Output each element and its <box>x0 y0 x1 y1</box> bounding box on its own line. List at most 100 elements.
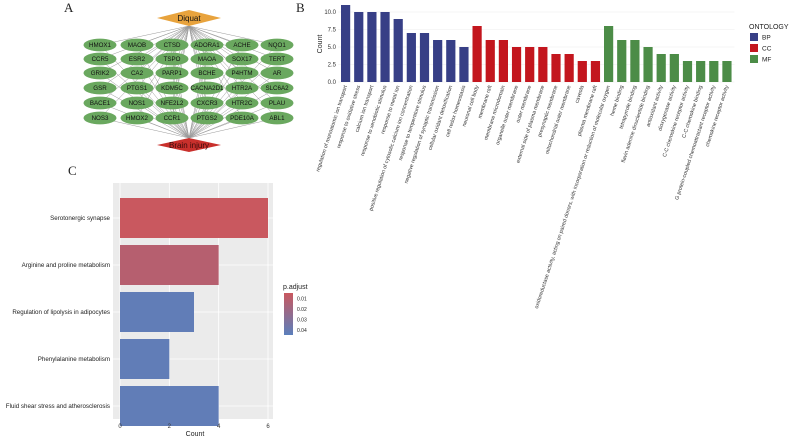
go-bar <box>669 54 679 82</box>
gene-node: GRIK2 <box>83 66 117 80</box>
gene-node-label: GRIK2 <box>91 70 110 77</box>
go-y-tick-label: 5.0 <box>328 45 337 51</box>
gene-node-label: HTR2A <box>232 85 253 92</box>
go-category-label: mitochondrial outer membrane <box>545 85 573 155</box>
gene-node-ellipse <box>155 96 189 110</box>
kegg-legend-label: 0.03 <box>297 317 307 323</box>
go-bar <box>656 54 666 82</box>
gene-node-ellipse <box>260 111 294 125</box>
top-node-diamond <box>157 10 221 26</box>
go-chart-bars <box>341 5 732 82</box>
gene-node: KDM5C <box>155 81 189 95</box>
go-bar <box>433 40 443 82</box>
gene-node-label: MAOB <box>128 42 146 49</box>
bottom-node-label: Brain injury <box>169 141 209 150</box>
gene-node-ellipse <box>190 81 224 95</box>
gene-node-label: PTGS1 <box>127 85 148 92</box>
kegg-chart-bars <box>120 198 268 426</box>
kegg-pathway-label: Phenylalanine metabolism <box>38 356 110 363</box>
gene-node: NOS3 <box>83 111 117 125</box>
go-bar <box>446 40 456 82</box>
gene-node: NOS1 <box>120 96 154 110</box>
kegg-pathway-label: Fluid shear stress and atherosclerosis <box>6 403 110 410</box>
kegg-pathway-label: Regulation of lipolysis in adipocytes <box>12 309 110 316</box>
gene-node-label: PDE10A <box>230 115 255 122</box>
go-bar <box>682 61 693 82</box>
gene-node-ellipse <box>83 81 117 95</box>
gene-node: MAOA <box>190 52 224 66</box>
gene-node-label: PTGS2 <box>197 115 218 122</box>
go-bar <box>577 61 587 82</box>
go-bar <box>354 12 364 82</box>
gene-node-label: HMOX1 <box>89 42 112 49</box>
kegg-chart-x-axis-title: Count <box>186 431 205 438</box>
gene-node-label: PLAU <box>269 100 285 107</box>
gene-node: AR <box>260 66 294 80</box>
go-bar <box>722 61 732 82</box>
gene-node: CCR1 <box>155 111 189 125</box>
go-legend-swatch <box>750 33 758 41</box>
gene-node-label: HMOX2 <box>126 115 149 122</box>
gene-node-label: ABL1 <box>269 115 285 122</box>
gene-node: ADORA1 <box>190 38 224 52</box>
kegg-legend-label: 0.04 <box>297 328 307 334</box>
gene-node: TSPO <box>155 52 189 66</box>
go-bar <box>709 61 719 82</box>
kegg-x-tick-label: 0 <box>118 424 122 430</box>
kegg-legend-title: p.adjust <box>283 284 308 291</box>
gene-node: PARP1 <box>155 66 189 80</box>
gene-node-ellipse <box>260 38 294 52</box>
gene-node: BCHE <box>190 66 224 80</box>
go-y-tick-label: 0.0 <box>328 80 337 86</box>
gene-node-label: SOX17 <box>232 56 253 63</box>
gene-node-ellipse <box>225 66 259 80</box>
gene-node-ellipse <box>190 38 224 52</box>
gene-node: CACNA2D1 <box>190 81 224 95</box>
go-bar <box>551 54 561 82</box>
gene-node-ellipse <box>83 96 117 110</box>
gene-node-label: AR <box>273 70 282 77</box>
panel-letter-b: B <box>296 0 305 15</box>
gene-node: HMOX1 <box>83 38 117 52</box>
kegg-x-tick-label: 2 <box>168 424 172 430</box>
go-category-label: caveola <box>574 85 585 104</box>
kegg-bar <box>120 198 268 238</box>
gene-node: SOX17 <box>225 52 259 66</box>
gene-node-label: ADORA1 <box>194 42 220 49</box>
go-chart-y-axis-title: Count <box>317 35 324 54</box>
edge-from-top <box>99 25 190 46</box>
bottom-node-diamond <box>157 138 221 152</box>
go-bar <box>564 54 574 82</box>
go-bar <box>472 26 482 82</box>
go-y-tick-label: 2.5 <box>328 63 337 69</box>
gene-node-label: CCR5 <box>92 56 109 63</box>
gene-node-ellipse <box>83 66 117 80</box>
edge-to-bottom <box>99 117 190 139</box>
gene-node-ellipse <box>225 96 259 110</box>
gene-node: NQO1 <box>260 38 294 52</box>
gene-node: CA2 <box>120 66 154 80</box>
gene-node-ellipse <box>260 81 294 95</box>
gene-node-ellipse <box>225 81 259 95</box>
kegg-pathway-label: Arginine and proline metabolism <box>22 262 110 269</box>
kegg-x-tick-label: 6 <box>266 424 270 430</box>
gene-node: ACHE <box>225 38 259 52</box>
gene-node-label: ACHE <box>233 42 250 49</box>
gene-node-ellipse <box>155 81 189 95</box>
gene-node: PDE10A <box>225 111 259 125</box>
go-bar <box>696 61 706 82</box>
gene-node-ellipse <box>120 66 154 80</box>
go-bar <box>498 40 508 82</box>
gene-node: TERT <box>260 52 294 66</box>
gene-node-ellipse <box>120 52 154 66</box>
go-bar <box>393 19 403 82</box>
gene-node-label: CTSD <box>164 42 181 49</box>
network-graph: HMOX1 MAOB CTSD ADORA1 ACHE NQO1 CCR5 ESR2 TSPO M… <box>83 10 294 152</box>
go-bar <box>617 40 627 82</box>
go-y-tick-label: 10.0 <box>324 10 336 16</box>
go-legend-label: CC <box>762 46 772 53</box>
kegg-enrichment-bar-chart: Serotonergic synapse Arginine and proline… <box>6 183 308 438</box>
gene-node-label: CXCR3 <box>197 100 219 107</box>
go-legend-label: MF <box>762 57 771 64</box>
gene-node-label: P4HTM <box>232 70 253 77</box>
